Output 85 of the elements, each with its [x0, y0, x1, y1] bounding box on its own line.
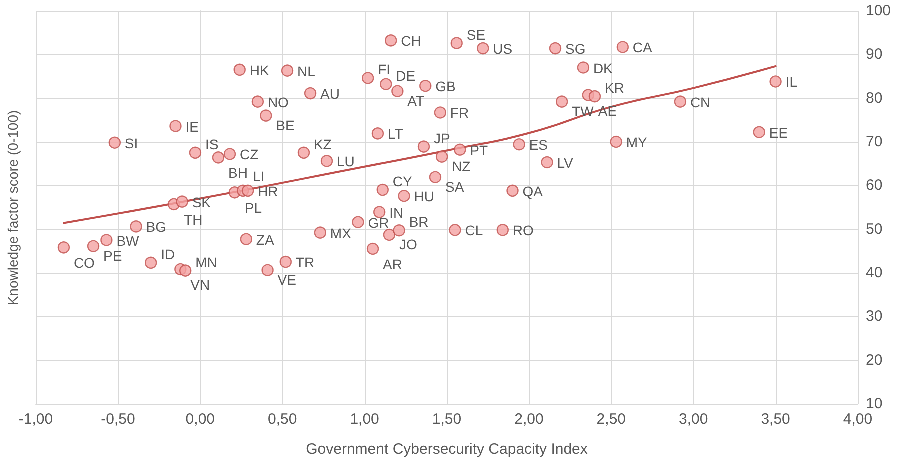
- annotation: BR: [409, 214, 429, 230]
- annotation: IE: [186, 118, 199, 135]
- annotation: BG: [146, 219, 167, 236]
- annotation: QA: [522, 183, 544, 200]
- annotation: LI: [253, 168, 265, 184]
- annotation: SI: [124, 135, 138, 152]
- x-tick-label: 2,50: [596, 411, 626, 428]
- annotation: DE: [396, 68, 416, 84]
- annotation: BH: [228, 165, 248, 182]
- annotation: BW: [116, 232, 140, 249]
- annotation: MY: [626, 134, 648, 150]
- annotation: CN: [690, 94, 711, 110]
- annotation: LU: [336, 154, 355, 170]
- y-tick-label: 30: [866, 308, 883, 326]
- annotation: CL: [465, 222, 484, 239]
- annotation: TW: [572, 103, 595, 120]
- annotation: EE: [769, 124, 788, 141]
- y-tick-label: 70: [866, 134, 883, 150]
- annotation: ID: [161, 246, 176, 262]
- y-tick-label: 10: [866, 396, 883, 412]
- x-tick-label: 4,00: [843, 411, 873, 428]
- annotation: CH: [401, 33, 422, 50]
- annotation: VN: [190, 277, 210, 294]
- y-tick-label: 90: [866, 46, 883, 64]
- y-tick-label: 40: [866, 264, 883, 282]
- y-tick-label: 100: [866, 2, 892, 20]
- annotation: LT: [388, 126, 404, 142]
- y-tick-label: 80: [866, 90, 883, 107]
- annotation: HR: [258, 183, 278, 200]
- annotation: KZ: [314, 136, 332, 152]
- x-tick-label: -0,50: [101, 411, 136, 428]
- annotation: NO: [268, 94, 290, 110]
- annotation: JP: [434, 130, 450, 146]
- annotation: CZ: [240, 146, 260, 163]
- annotation: CO: [74, 255, 96, 272]
- annotation: ES: [529, 137, 548, 154]
- x-tick-label: -1,00: [18, 411, 54, 428]
- annotation: NZ: [452, 158, 472, 174]
- annotation: KR: [604, 80, 624, 96]
- annotation: JO: [399, 236, 418, 253]
- annotation: PT: [470, 142, 488, 158]
- annotation: PE: [104, 248, 122, 264]
- y-tick-label: 60: [866, 177, 883, 194]
- annotation: IL: [786, 74, 798, 90]
- x-axis-title: Government Cybersecurity Capacity Index: [306, 441, 588, 458]
- annotation: ZA: [256, 232, 275, 248]
- x-tick-label: 1,50: [432, 411, 462, 428]
- x-tick-label: 0,50: [268, 411, 298, 428]
- y-axis-title: Knowledge factor score (0-100): [5, 110, 21, 306]
- annotation: MX: [330, 225, 352, 242]
- x-tick-label: 3,50: [761, 411, 790, 428]
- annotation: CA: [632, 40, 654, 56]
- annotation: FI: [378, 62, 391, 78]
- x-tick-label: 0,00: [186, 411, 215, 428]
- annotation: LV: [557, 155, 574, 172]
- annotation: TH: [184, 212, 203, 228]
- annotation: DK: [593, 60, 614, 76]
- annotation: IN: [390, 204, 404, 221]
- y-tick-label: 50: [866, 220, 883, 238]
- annotation: SK: [192, 194, 212, 210]
- annotation: SA: [445, 178, 465, 195]
- annotation: PL: [244, 200, 262, 216]
- annotation: RO: [512, 222, 534, 239]
- annotation: US: [493, 41, 513, 58]
- annotation: VE: [278, 272, 296, 288]
- annotation: GB: [436, 78, 456, 95]
- annotation: CY: [392, 174, 413, 190]
- annotation: HU: [414, 188, 434, 205]
- annotation: GR: [368, 214, 390, 231]
- annotation: AT: [408, 92, 425, 109]
- annotation: AU: [320, 86, 340, 102]
- x-tick-label: 2,00: [514, 411, 544, 428]
- annotation: NL: [298, 63, 316, 80]
- x-tick-label: 1,00: [350, 411, 380, 428]
- annotation: BE: [276, 117, 295, 134]
- annotation: MN: [196, 254, 218, 270]
- annotation: TR: [296, 254, 315, 271]
- annotation: FR: [450, 105, 470, 122]
- annotation: IS: [205, 136, 219, 152]
- annotation: SG: [566, 41, 586, 58]
- y-tick-label: 20: [866, 352, 883, 369]
- annotation: AR: [383, 256, 402, 272]
- x-tick-label: 3,00: [679, 411, 708, 428]
- annotation: SE: [466, 26, 486, 43]
- annotation: HK: [250, 62, 270, 78]
